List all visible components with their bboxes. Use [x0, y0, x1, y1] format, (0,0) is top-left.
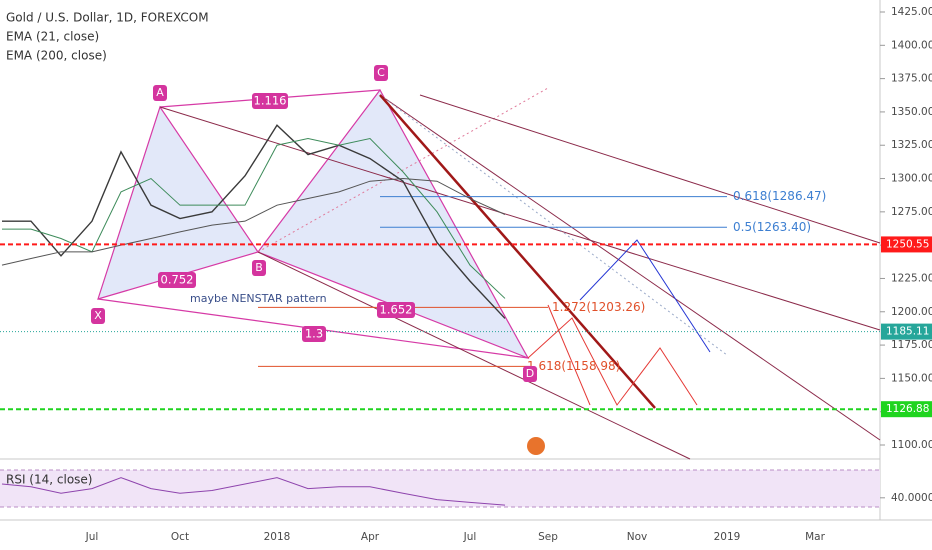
channel-line	[379, 94, 881, 441]
fib-label: 1.272(1203.26)	[552, 300, 645, 314]
series-line	[2, 138, 506, 299]
channel-line	[257, 251, 691, 460]
price-tag-label: 1126.88	[886, 403, 929, 415]
legend-entry: EMA (21, close)	[6, 30, 99, 44]
fib-label: 1.618(1158.98)	[527, 359, 620, 373]
x-tick-label: Oct	[171, 531, 189, 543]
rsi-band	[0, 470, 880, 507]
series-line	[1, 477, 506, 506]
ratio-label: 0.752	[161, 273, 194, 287]
y-tick-label: 1325.00	[891, 139, 932, 151]
x-tick-label: 2019	[714, 531, 741, 543]
x-tick-label: Jul	[85, 531, 99, 543]
y-tick-label: 1225.00	[891, 272, 932, 284]
blue-projection	[579, 239, 711, 353]
extension-line	[257, 87, 549, 253]
y-tick-label: 1425.00	[891, 6, 932, 18]
y-tick-label: 1350.00	[891, 106, 932, 118]
ratio-box	[302, 326, 326, 342]
point-box	[252, 260, 266, 276]
y-tick-label: 1100.00	[891, 439, 932, 451]
price-tag	[881, 323, 932, 340]
fib-label: 0.5(1263.40)	[733, 220, 811, 234]
x-tick-label: Mar	[805, 531, 825, 543]
fib-label: 0.618(1286.47)	[733, 189, 826, 203]
ratio-label: 1.3	[305, 327, 323, 341]
trend-dotted	[379, 94, 728, 356]
point-label: X	[94, 309, 102, 322]
price-tag-label: 1185.11	[886, 326, 929, 338]
x-tick-label: Jul	[463, 531, 477, 543]
red-projection	[547, 304, 591, 406]
annotation: maybe NENSTAR pattern	[190, 292, 327, 305]
ratio-box	[252, 93, 288, 109]
y-tick-label: 1150.00	[891, 372, 932, 384]
price-tag	[881, 401, 932, 418]
channel-line	[419, 94, 881, 244]
point-box	[91, 308, 105, 324]
point-label: D	[526, 367, 534, 380]
ratio-label: 1.116	[254, 94, 287, 108]
x-tick-label: Sep	[538, 531, 558, 543]
point-box	[153, 85, 167, 101]
x-tick-label: Nov	[627, 531, 648, 543]
ratio-box	[158, 272, 196, 288]
x-tick-label: Apr	[361, 531, 380, 543]
legend-entry: EMA (200, close)	[6, 49, 107, 63]
rsi-legend: RSI (14, close)	[6, 473, 92, 487]
point-box	[523, 366, 537, 382]
red-projection	[527, 317, 698, 406]
icon	[527, 437, 545, 455]
trend-thick	[379, 94, 656, 409]
point-box	[374, 65, 388, 81]
y-tick-label: 1275.00	[891, 206, 932, 218]
y-tick-label: 1300.00	[891, 173, 932, 185]
x-tick-label: 2018	[264, 531, 291, 543]
point-label: A	[156, 86, 164, 99]
y-tick-label: 1175.00	[891, 339, 932, 351]
legend-entry: Gold / U.S. Dollar, 1D, FOREXCOM	[6, 11, 209, 25]
point-label: C	[377, 66, 385, 79]
series-line	[1, 178, 506, 266]
ratio-label: 1.652	[380, 303, 413, 317]
y-tick-label: 1200.00	[891, 306, 932, 318]
y-tick-label: 1375.00	[891, 73, 932, 85]
price-tag-label: 1250.55	[886, 238, 929, 250]
y-tick-label: 1400.00	[891, 39, 932, 51]
series-line	[2, 124, 506, 319]
price-tag	[881, 236, 932, 253]
point-label: B	[255, 261, 263, 274]
y-tick-label: 40.0000	[891, 492, 932, 504]
ratio-box	[377, 302, 415, 318]
